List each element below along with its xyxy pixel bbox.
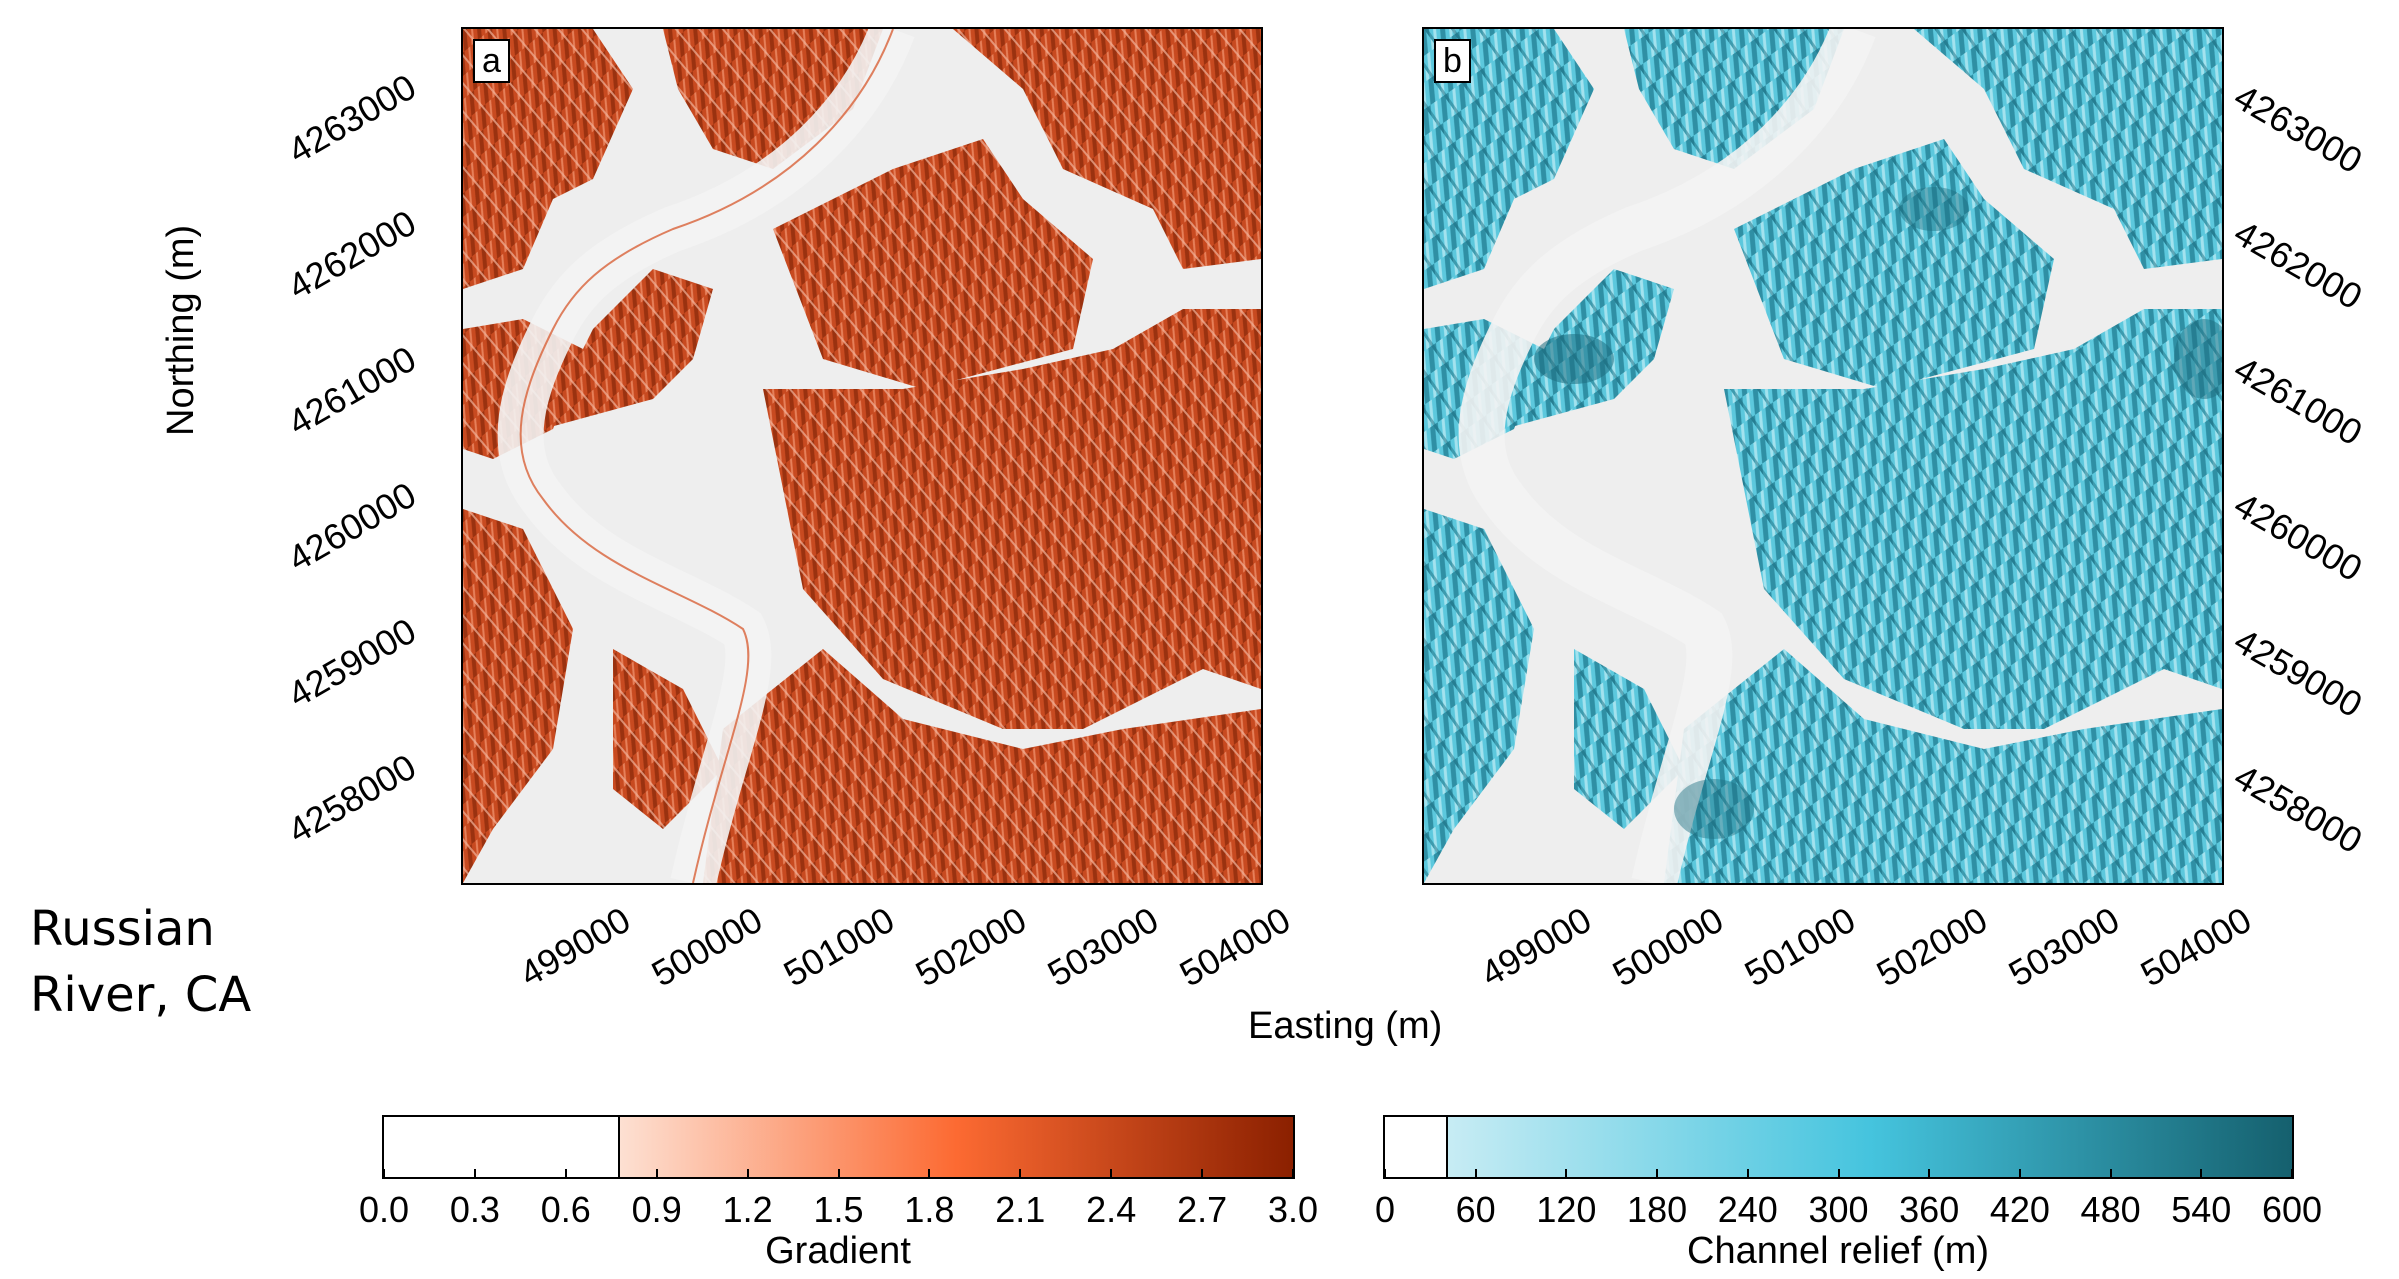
site-label-line: River, CA xyxy=(30,967,252,1023)
colorbar-tick-mark xyxy=(2291,1169,2293,1179)
colorbar-tick-label: 240 xyxy=(1717,1189,1778,1230)
gradient-map-panel: a xyxy=(461,27,1263,885)
panel-a-letter: a xyxy=(473,39,510,83)
channel-relief-map-panel: b xyxy=(1422,27,2224,885)
easting-tick-label: 504000 xyxy=(2133,898,2258,995)
gradient-map-image xyxy=(463,29,1261,883)
colorbar-tick-label: 3.0 xyxy=(1267,1189,1319,1230)
northing-tick-label: 4259000 xyxy=(280,609,423,716)
colorbar-tick-label: 300 xyxy=(1808,1189,1869,1230)
colorbar-tick-mark xyxy=(1746,1169,1749,1179)
colorbar-tick-label: 360 xyxy=(1899,1189,1960,1230)
panel-b-letter: b xyxy=(1434,39,1471,83)
easting-tick-label: 504000 xyxy=(1172,898,1297,995)
colorbar-tick-mark xyxy=(473,1169,476,1179)
colorbar-tick-label: 60 xyxy=(1455,1189,1496,1230)
colorbar-tick-mark xyxy=(928,1169,931,1179)
northing-tick-label: 4262000 xyxy=(2227,211,2370,318)
northing-tick-label: 4260000 xyxy=(2227,483,2370,590)
channel-relief-colorbar-title: Channel relief (m) xyxy=(1687,1230,1989,1272)
channel-relief-colorbar-blank xyxy=(1385,1117,1449,1177)
northing-tick-label: 4261000 xyxy=(2227,347,2370,454)
channel-relief-colorbar xyxy=(1383,1115,2294,1179)
northing-tick-label: 4259000 xyxy=(2227,619,2370,726)
easting-tick-label: 502000 xyxy=(1869,898,1994,995)
colorbar-tick-mark xyxy=(1110,1169,1113,1179)
colorbar-tick-label: 180 xyxy=(1627,1189,1688,1230)
colorbar-tick-mark xyxy=(564,1169,567,1179)
colorbar-tick-mark xyxy=(1837,1169,1840,1179)
northing-tick-label: 4258000 xyxy=(280,745,423,852)
colorbar-tick-label: 2.7 xyxy=(1177,1189,1228,1230)
colorbar-tick-label: 0.9 xyxy=(631,1189,682,1230)
colorbar-tick-label: 420 xyxy=(1989,1189,2050,1230)
easting-tick-label: 500000 xyxy=(644,898,769,995)
colorbar-tick-label: 540 xyxy=(2171,1189,2232,1230)
easting-tick-label: 499000 xyxy=(1473,898,1598,995)
site-label-line: Russian xyxy=(30,901,215,957)
northing-tick-label: 4260000 xyxy=(280,473,423,580)
colorbar-tick-label: 1.2 xyxy=(722,1189,773,1230)
easting-tick-label: 501000 xyxy=(1737,898,1862,995)
colorbar-tick-mark xyxy=(1019,1169,1022,1179)
colorbar-tick-label: 1.5 xyxy=(813,1189,864,1230)
colorbar-tick-mark xyxy=(2200,1169,2203,1179)
colorbar-tick-label: 600 xyxy=(2261,1189,2323,1230)
gradient-colorbar-blank xyxy=(384,1117,621,1177)
colorbar-tick-label: 0.0 xyxy=(358,1189,410,1230)
colorbar-tick-mark xyxy=(655,1169,658,1179)
colorbar-tick-mark xyxy=(1384,1169,1386,1179)
northing-tick-label: 4263000 xyxy=(2227,75,2370,182)
colorbar-tick-label: 120 xyxy=(1536,1189,1597,1230)
gradient-colorbar xyxy=(382,1115,1295,1179)
easting-tick-label: 503000 xyxy=(2001,898,2126,995)
colorbar-tick-mark xyxy=(383,1169,385,1179)
northing-tick-label: 4262000 xyxy=(280,201,423,308)
easting-tick-label: 503000 xyxy=(1040,898,1165,995)
colorbar-tick-label: 0.3 xyxy=(449,1189,500,1230)
channel-relief-colorbar-gradient xyxy=(1448,1117,2292,1177)
colorbar-tick-label: 1.8 xyxy=(904,1189,955,1230)
colorbar-tick-mark xyxy=(746,1169,749,1179)
northing-tick-label: 4258000 xyxy=(2227,755,2370,862)
gradient-colorbar-gradient xyxy=(620,1117,1293,1177)
colorbar-tick-label: 480 xyxy=(2080,1189,2141,1230)
easting-tick-label: 499000 xyxy=(512,898,637,995)
gradient-colorbar-title: Gradient xyxy=(765,1230,911,1272)
colorbar-tick-mark xyxy=(1928,1169,1931,1179)
colorbar-tick-label: 2.4 xyxy=(1086,1189,1137,1230)
colorbar-tick-mark xyxy=(2109,1169,2112,1179)
easting-tick-label: 500000 xyxy=(1605,898,1730,995)
colorbar-tick-mark xyxy=(837,1169,840,1179)
colorbar-tick-mark xyxy=(1201,1169,1204,1179)
colorbar-tick-label: 0 xyxy=(1374,1189,1396,1230)
colorbar-tick-label: 2.1 xyxy=(995,1189,1046,1230)
colorbar-tick-mark xyxy=(1565,1169,1568,1179)
northing-axis-label: Northing (m) xyxy=(160,224,202,436)
colorbar-tick-mark xyxy=(1656,1169,1659,1179)
easting-axis-label: Easting (m) xyxy=(1248,1005,1443,1047)
northing-tick-label: 4263000 xyxy=(280,65,423,172)
colorbar-tick-mark xyxy=(2018,1169,2021,1179)
easting-tick-label: 501000 xyxy=(776,898,901,995)
northing-tick-label: 4261000 xyxy=(280,337,423,444)
site-label: Russian River, CA xyxy=(30,896,251,1028)
colorbar-tick-label: 0.6 xyxy=(540,1189,591,1230)
easting-tick-label: 502000 xyxy=(908,898,1033,995)
colorbar-tick-mark xyxy=(1474,1169,1477,1179)
channel-relief-map-image xyxy=(1424,29,2222,883)
colorbar-tick-mark xyxy=(1292,1169,1294,1179)
